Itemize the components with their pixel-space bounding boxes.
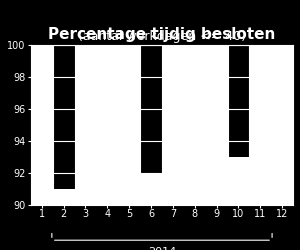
Title: Percentage tijdig besloten: Percentage tijdig besloten: [48, 28, 276, 42]
Bar: [140, 45, 162, 173]
Bar: [227, 45, 249, 157]
Text: 2014: 2014: [148, 246, 176, 250]
Text: (aantal werkdagen <= 40): (aantal werkdagen <= 40): [78, 30, 246, 44]
Bar: [53, 45, 75, 189]
